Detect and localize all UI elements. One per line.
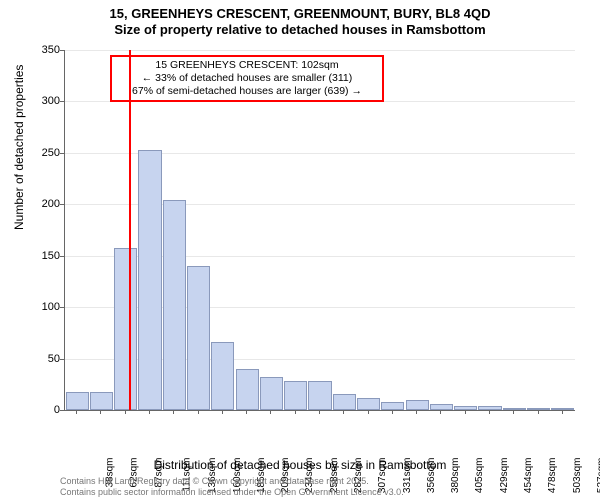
chart-container: 15, GREENHEYS CRESCENT, GREENMOUNT, BURY… xyxy=(0,0,600,500)
x-tick-mark xyxy=(173,410,174,414)
histogram-bar xyxy=(284,381,307,410)
x-tick-mark xyxy=(222,410,223,414)
histogram-bar xyxy=(138,150,161,410)
annotation-line: ← 33% of detached houses are smaller (31… xyxy=(116,72,378,85)
histogram-bar xyxy=(163,200,186,410)
histogram-bar xyxy=(503,408,526,410)
y-tick-mark xyxy=(60,101,64,102)
y-axis-label: Number of detached properties xyxy=(12,65,26,230)
histogram-bar xyxy=(430,404,453,410)
histogram-bar xyxy=(66,392,89,411)
plot-area xyxy=(64,50,575,411)
x-tick-mark xyxy=(198,410,199,414)
footer-line-2: Contains public sector information licen… xyxy=(60,487,404,498)
histogram-bar xyxy=(187,266,210,410)
x-tick-mark xyxy=(489,410,490,414)
x-tick-mark xyxy=(416,410,417,414)
y-tick-mark xyxy=(60,359,64,360)
y-tick-label: 200 xyxy=(30,198,60,210)
y-tick-mark xyxy=(60,256,64,257)
x-tick-mark xyxy=(125,410,126,414)
histogram-bar xyxy=(333,394,356,410)
x-tick-mark xyxy=(562,410,563,414)
y-tick-mark xyxy=(60,410,64,411)
y-tick-label: 300 xyxy=(30,95,60,107)
x-axis-label: Distribution of detached houses by size … xyxy=(0,458,600,472)
histogram-bar xyxy=(308,381,331,410)
x-tick-mark xyxy=(440,410,441,414)
x-tick-mark xyxy=(392,410,393,414)
histogram-bar xyxy=(357,398,380,410)
x-tick-mark xyxy=(270,410,271,414)
y-tick-mark xyxy=(60,153,64,154)
reference-line xyxy=(129,50,131,410)
histogram-bar xyxy=(381,402,404,410)
y-tick-mark xyxy=(60,50,64,51)
y-tick-label: 350 xyxy=(30,44,60,56)
histogram-bar xyxy=(90,392,113,411)
histogram-bar xyxy=(260,377,283,410)
histogram-bar xyxy=(454,406,477,410)
histogram-bar xyxy=(114,248,137,411)
histogram-bar xyxy=(211,342,234,410)
histogram-bar xyxy=(236,369,259,410)
gridline xyxy=(65,50,575,51)
histogram-bar xyxy=(551,408,574,410)
annotation-line: 67% of semi-detached houses are larger (… xyxy=(116,85,378,98)
y-tick-mark xyxy=(60,307,64,308)
footer-credits: Contains HM Land Registry data © Crown c… xyxy=(60,476,404,498)
x-tick-mark xyxy=(465,410,466,414)
x-tick-mark xyxy=(368,410,369,414)
title-line-1: 15, GREENHEYS CRESCENT, GREENMOUNT, BURY… xyxy=(0,6,600,22)
x-tick-mark xyxy=(76,410,77,414)
chart-title: 15, GREENHEYS CRESCENT, GREENMOUNT, BURY… xyxy=(0,0,600,39)
y-tick-label: 250 xyxy=(30,147,60,159)
histogram-bar xyxy=(527,408,550,410)
x-tick-mark xyxy=(246,410,247,414)
x-tick-mark xyxy=(295,410,296,414)
x-tick-mark xyxy=(319,410,320,414)
y-tick-label: 100 xyxy=(30,301,60,313)
annotation-line: 15 GREENHEYS CRESCENT: 102sqm xyxy=(116,59,378,72)
annotation-box: 15 GREENHEYS CRESCENT: 102sqm← 33% of de… xyxy=(110,55,384,102)
title-line-2: Size of property relative to detached ho… xyxy=(0,22,600,38)
x-tick-mark xyxy=(538,410,539,414)
x-tick-mark xyxy=(149,410,150,414)
y-tick-mark xyxy=(60,204,64,205)
y-tick-label: 50 xyxy=(30,353,60,365)
x-tick-mark xyxy=(343,410,344,414)
histogram-bar xyxy=(406,400,429,410)
y-tick-label: 150 xyxy=(30,250,60,262)
footer-line-1: Contains HM Land Registry data © Crown c… xyxy=(60,476,404,487)
x-tick-mark xyxy=(100,410,101,414)
y-tick-label: 0 xyxy=(30,404,60,416)
x-tick-mark xyxy=(513,410,514,414)
